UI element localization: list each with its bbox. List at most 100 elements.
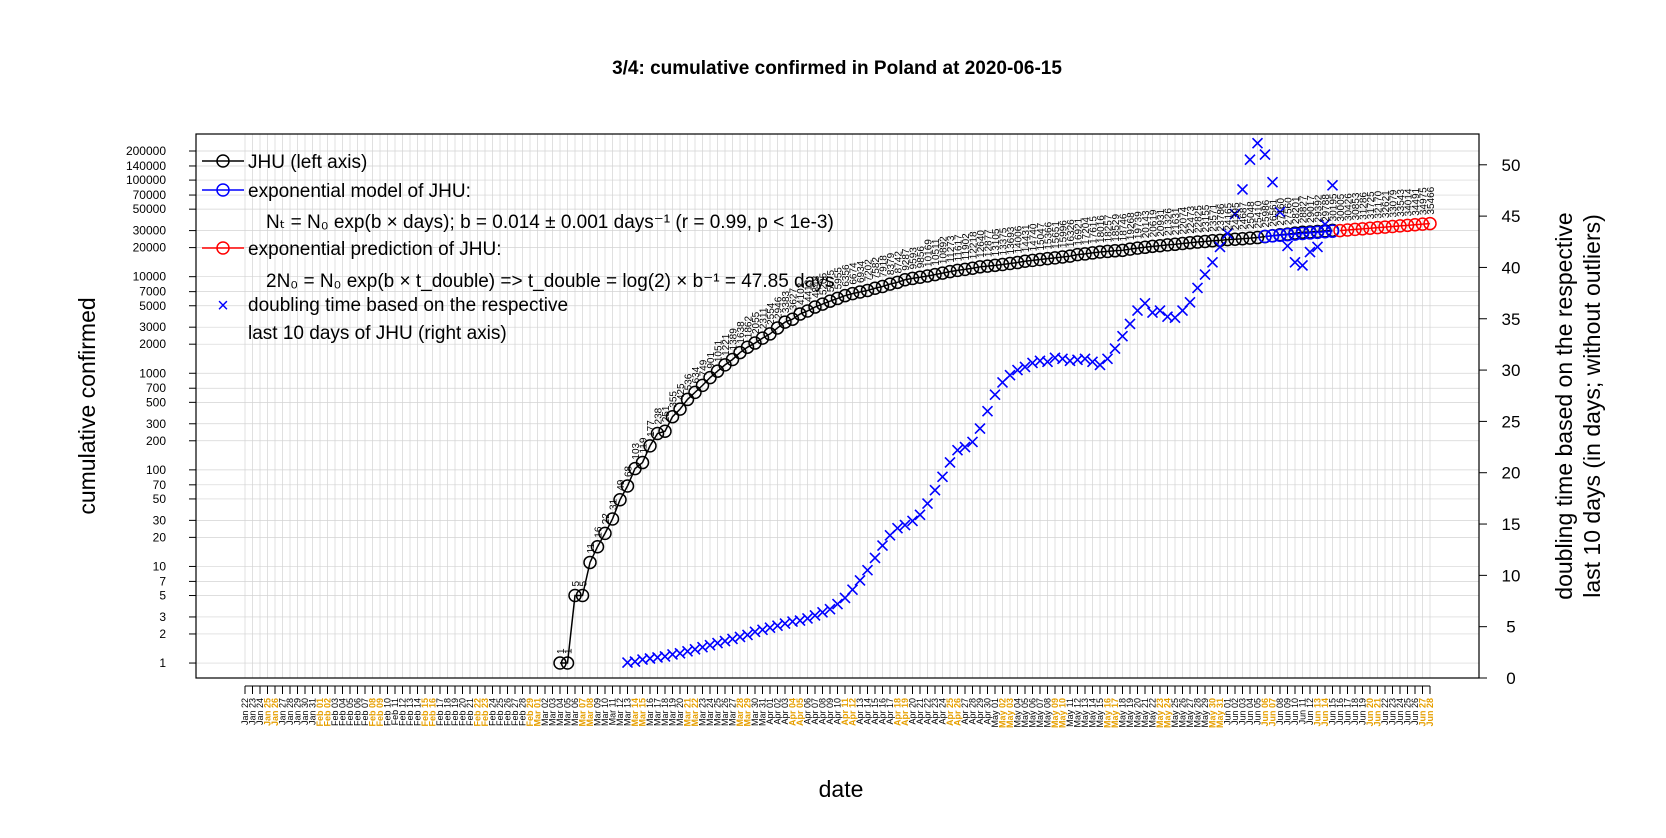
x-axis-tick-label: May 01 <box>990 698 1000 728</box>
jhu-point <box>553 656 567 670</box>
left-axis-tick-label: 30000 <box>133 224 167 238</box>
x-axis-tick-label: Jun 24 <box>1395 698 1405 725</box>
x-axis-tick-label: Jun 03 <box>1238 698 1248 725</box>
jhu-point <box>883 277 897 291</box>
left-axis-tick-label: 3000 <box>139 320 166 334</box>
model-point <box>1303 226 1317 240</box>
x-axis-tick-label: Feb 01 <box>315 698 325 727</box>
prediction-point <box>1415 217 1430 231</box>
jhu-point <box>935 266 950 280</box>
jhu-point <box>980 259 995 273</box>
x-axis-tick-label: Feb 02 <box>323 698 333 727</box>
jhu-point <box>1055 250 1070 264</box>
doubling-time-point <box>929 484 941 496</box>
jhu-point <box>1040 251 1055 266</box>
prediction-point <box>1363 221 1377 235</box>
x-axis-tick-label: Apr 15 <box>870 698 880 725</box>
jhu-point <box>635 455 650 470</box>
x-axis-tick-label: Mar 22 <box>690 698 700 727</box>
data-label: 29017 <box>1306 195 1317 223</box>
doubling-time-point <box>1229 208 1241 220</box>
data-label: 31725 <box>1366 191 1377 219</box>
data-label: 13375 <box>999 227 1010 255</box>
jhu-point <box>725 352 740 367</box>
doubling-time-point <box>1004 369 1016 381</box>
x-axis-tick-label: Apr 19 <box>900 698 910 726</box>
left-axis-tick-label: 100000 <box>126 173 166 187</box>
x-axis-tick-label: Apr 20 <box>908 698 918 725</box>
x-axis-tick-label: May 11 <box>1065 698 1075 727</box>
x-axis-tick-label: Mar 29 <box>743 698 753 727</box>
jhu-point <box>1018 254 1032 269</box>
jhu-point <box>913 270 927 285</box>
x-axis-tick-label: May 12 <box>1073 698 1083 728</box>
jhu-point <box>1235 232 1250 246</box>
prediction-point <box>1370 220 1385 235</box>
data-label: 251 <box>661 405 672 422</box>
x-axis-tick-label: May 17 <box>1110 698 1120 728</box>
x-axis-tick-label: Feb 18 <box>443 698 453 726</box>
x-axis-tick-label: Jun 08 <box>1275 698 1285 725</box>
x-axis-tick-label: Jan 29 <box>293 698 303 725</box>
left-axis-tick-label: 200 <box>146 434 166 448</box>
x-axis-tick-label: May 14 <box>1088 698 1098 728</box>
data-label: 29392 <box>1314 194 1325 222</box>
data-label: 425 <box>676 383 687 400</box>
doubling-time-point <box>1199 269 1211 281</box>
grid <box>196 134 1479 678</box>
doubling-time-point <box>891 522 904 534</box>
data-label: 119 <box>639 437 650 453</box>
jhu-point <box>890 275 905 290</box>
jhu-point <box>575 588 590 603</box>
left-axis-tick-label: 7000 <box>139 285 166 299</box>
data-label: 5 <box>579 581 590 587</box>
model-point <box>1273 228 1287 243</box>
jhu-point <box>1085 246 1100 260</box>
x-axis-tick-label: May 26 <box>1178 698 1188 728</box>
doubling-time-point <box>1304 246 1316 258</box>
jhu-point <box>560 656 575 670</box>
x-axis-tick-label: May 28 <box>1193 698 1203 728</box>
doubling-time-point <box>869 552 881 564</box>
x-axis-tick-label: Feb 08 <box>368 698 378 727</box>
doubling-time-point <box>726 633 739 645</box>
right-axis-tick-label: 15 <box>1502 515 1521 534</box>
data-label: 32170 <box>1374 190 1385 218</box>
jhu-point <box>868 281 882 296</box>
jhu-point <box>1138 240 1152 255</box>
x-axis-tick-label: Feb 19 <box>450 698 460 726</box>
doubling-time-point <box>1011 364 1024 376</box>
data-label: 20619 <box>1149 209 1160 237</box>
jhu-point <box>740 340 755 354</box>
jhu-point <box>808 300 822 314</box>
data-label: 27160 <box>1276 198 1287 226</box>
data-label: 35466 <box>1426 186 1437 214</box>
data-label: 1 <box>556 648 567 654</box>
data-label: 26561 <box>1269 198 1280 226</box>
data-label: 1862 <box>744 316 755 339</box>
data-label: 17615 <box>1089 216 1100 244</box>
x-axis-tick-label: Feb 27 <box>510 698 520 726</box>
data-label: 1638 <box>736 321 747 344</box>
jhu-point <box>755 331 770 345</box>
left-axis-tick-label: 10 <box>153 559 167 573</box>
doubling-time-point <box>1109 342 1121 355</box>
jhu-point <box>613 493 627 507</box>
jhu-point <box>1198 234 1212 249</box>
right-axis: 0 5 10 15 20 25 30 35 40 45 50 <box>1479 156 1520 688</box>
doubling-time-point <box>1079 353 1091 365</box>
data-label: 24687 <box>1239 202 1250 230</box>
x-axis-tick-label: May 16 <box>1103 698 1113 728</box>
x-axis-tick-label: Jun 04 <box>1245 698 1255 725</box>
right-axis-tick-label: 25 <box>1502 412 1521 431</box>
x-axis-tick-label: Mar 16 <box>645 698 655 726</box>
model-point <box>1265 229 1280 243</box>
jhu-point <box>1010 255 1025 270</box>
x-axis-tick-label: Jan 27 <box>278 698 288 725</box>
data-label: 31 <box>609 498 620 510</box>
x-axis-tick-label: Jun 18 <box>1350 698 1360 725</box>
left-axis-tick-label: 50000 <box>133 202 167 216</box>
doubling-time-point <box>779 618 791 630</box>
data-label: 1 <box>564 648 575 654</box>
